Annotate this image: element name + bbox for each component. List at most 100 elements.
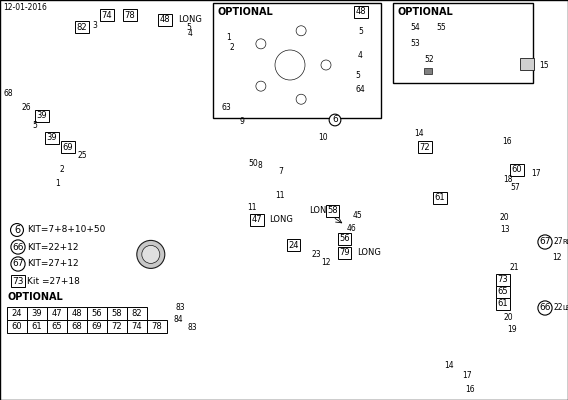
Text: 65: 65 bbox=[498, 288, 508, 296]
Text: 61: 61 bbox=[498, 300, 508, 308]
Text: 5: 5 bbox=[355, 70, 360, 80]
Circle shape bbox=[296, 94, 306, 104]
Text: 23: 23 bbox=[311, 250, 321, 258]
Text: 64: 64 bbox=[355, 86, 365, 94]
Text: 53: 53 bbox=[410, 38, 420, 48]
Ellipse shape bbox=[330, 20, 350, 110]
Ellipse shape bbox=[465, 164, 495, 176]
Text: 21: 21 bbox=[510, 264, 520, 272]
Text: 78: 78 bbox=[124, 10, 135, 20]
Text: 66: 66 bbox=[12, 242, 24, 252]
Ellipse shape bbox=[280, 146, 300, 174]
Ellipse shape bbox=[467, 328, 492, 338]
Text: 15: 15 bbox=[539, 60, 549, 70]
Text: 58: 58 bbox=[112, 309, 122, 318]
Text: 19: 19 bbox=[507, 326, 517, 334]
Circle shape bbox=[421, 25, 427, 31]
Bar bbox=[393, 3, 533, 83]
Ellipse shape bbox=[209, 60, 231, 160]
Text: OPTIONAL: OPTIONAL bbox=[398, 7, 454, 17]
Text: 27: 27 bbox=[554, 238, 563, 246]
Text: 73: 73 bbox=[498, 276, 508, 284]
Text: LEFT: LEFT bbox=[562, 305, 568, 311]
Circle shape bbox=[421, 40, 427, 46]
Text: 17: 17 bbox=[462, 370, 471, 380]
Text: 68: 68 bbox=[4, 88, 14, 98]
Bar bbox=[67, 307, 87, 320]
Text: 5: 5 bbox=[358, 28, 363, 36]
Text: 61: 61 bbox=[32, 322, 42, 331]
Text: 79: 79 bbox=[340, 248, 350, 258]
Text: 6: 6 bbox=[14, 225, 20, 235]
Text: 1: 1 bbox=[55, 178, 60, 188]
Text: 26: 26 bbox=[22, 104, 32, 112]
Text: 5: 5 bbox=[32, 120, 37, 130]
Text: 24: 24 bbox=[288, 240, 298, 250]
Circle shape bbox=[296, 26, 306, 36]
Text: 16: 16 bbox=[502, 138, 512, 146]
Ellipse shape bbox=[6, 30, 54, 160]
Ellipse shape bbox=[137, 240, 165, 268]
Bar bbox=[147, 320, 167, 333]
Text: 54: 54 bbox=[410, 24, 420, 32]
Text: 55: 55 bbox=[436, 24, 446, 32]
Text: LONG: LONG bbox=[309, 206, 333, 215]
Text: 7: 7 bbox=[278, 168, 283, 176]
Text: 48: 48 bbox=[72, 309, 82, 318]
Ellipse shape bbox=[312, 238, 326, 258]
Ellipse shape bbox=[463, 196, 493, 208]
Text: 24: 24 bbox=[12, 309, 22, 318]
Text: 58: 58 bbox=[328, 206, 338, 215]
Bar bbox=[87, 320, 107, 333]
Ellipse shape bbox=[467, 226, 489, 234]
Ellipse shape bbox=[142, 245, 160, 264]
Text: 4: 4 bbox=[188, 30, 193, 38]
Text: 56: 56 bbox=[91, 309, 102, 318]
Bar bbox=[27, 307, 47, 320]
Text: KIT=7+8+10+50: KIT=7+8+10+50 bbox=[27, 226, 106, 234]
Text: 39: 39 bbox=[37, 112, 47, 120]
Bar bbox=[127, 320, 147, 333]
Circle shape bbox=[321, 60, 331, 70]
Ellipse shape bbox=[301, 228, 317, 248]
Text: 17: 17 bbox=[531, 168, 541, 178]
Text: 67: 67 bbox=[12, 260, 24, 268]
Text: 66: 66 bbox=[539, 304, 551, 312]
Text: 46: 46 bbox=[347, 224, 357, 234]
Text: 84: 84 bbox=[173, 316, 183, 324]
Text: 11: 11 bbox=[247, 203, 257, 212]
Bar bbox=[47, 307, 67, 320]
Text: 72: 72 bbox=[420, 142, 431, 152]
Text: 69: 69 bbox=[91, 322, 102, 331]
Text: 14: 14 bbox=[414, 128, 424, 138]
Ellipse shape bbox=[386, 263, 404, 301]
Text: 83: 83 bbox=[188, 324, 198, 332]
Text: OPTIONAL: OPTIONAL bbox=[218, 7, 274, 17]
Bar bbox=[27, 320, 47, 333]
Text: 78: 78 bbox=[152, 322, 162, 331]
Text: 48: 48 bbox=[160, 16, 170, 24]
Text: 60: 60 bbox=[512, 166, 523, 174]
Bar bbox=[107, 307, 127, 320]
Text: RIGHT: RIGHT bbox=[562, 239, 568, 245]
Ellipse shape bbox=[541, 259, 555, 281]
Text: 16: 16 bbox=[465, 386, 475, 394]
Text: 67: 67 bbox=[539, 238, 551, 246]
Ellipse shape bbox=[458, 144, 472, 156]
Text: 12-01-2016: 12-01-2016 bbox=[3, 4, 47, 12]
Ellipse shape bbox=[245, 20, 335, 110]
Bar bbox=[67, 320, 87, 333]
Text: 61: 61 bbox=[435, 194, 445, 202]
Ellipse shape bbox=[467, 315, 492, 325]
Text: 39: 39 bbox=[32, 309, 42, 318]
Bar bbox=[47, 320, 67, 333]
Text: 57: 57 bbox=[510, 184, 520, 192]
Text: 2: 2 bbox=[230, 44, 235, 52]
Text: 52: 52 bbox=[424, 56, 433, 64]
Text: 50: 50 bbox=[248, 158, 258, 168]
Ellipse shape bbox=[257, 32, 323, 98]
Ellipse shape bbox=[239, 120, 257, 146]
Text: LONG: LONG bbox=[357, 248, 381, 258]
Polygon shape bbox=[430, 230, 530, 348]
Text: 25: 25 bbox=[78, 150, 87, 160]
